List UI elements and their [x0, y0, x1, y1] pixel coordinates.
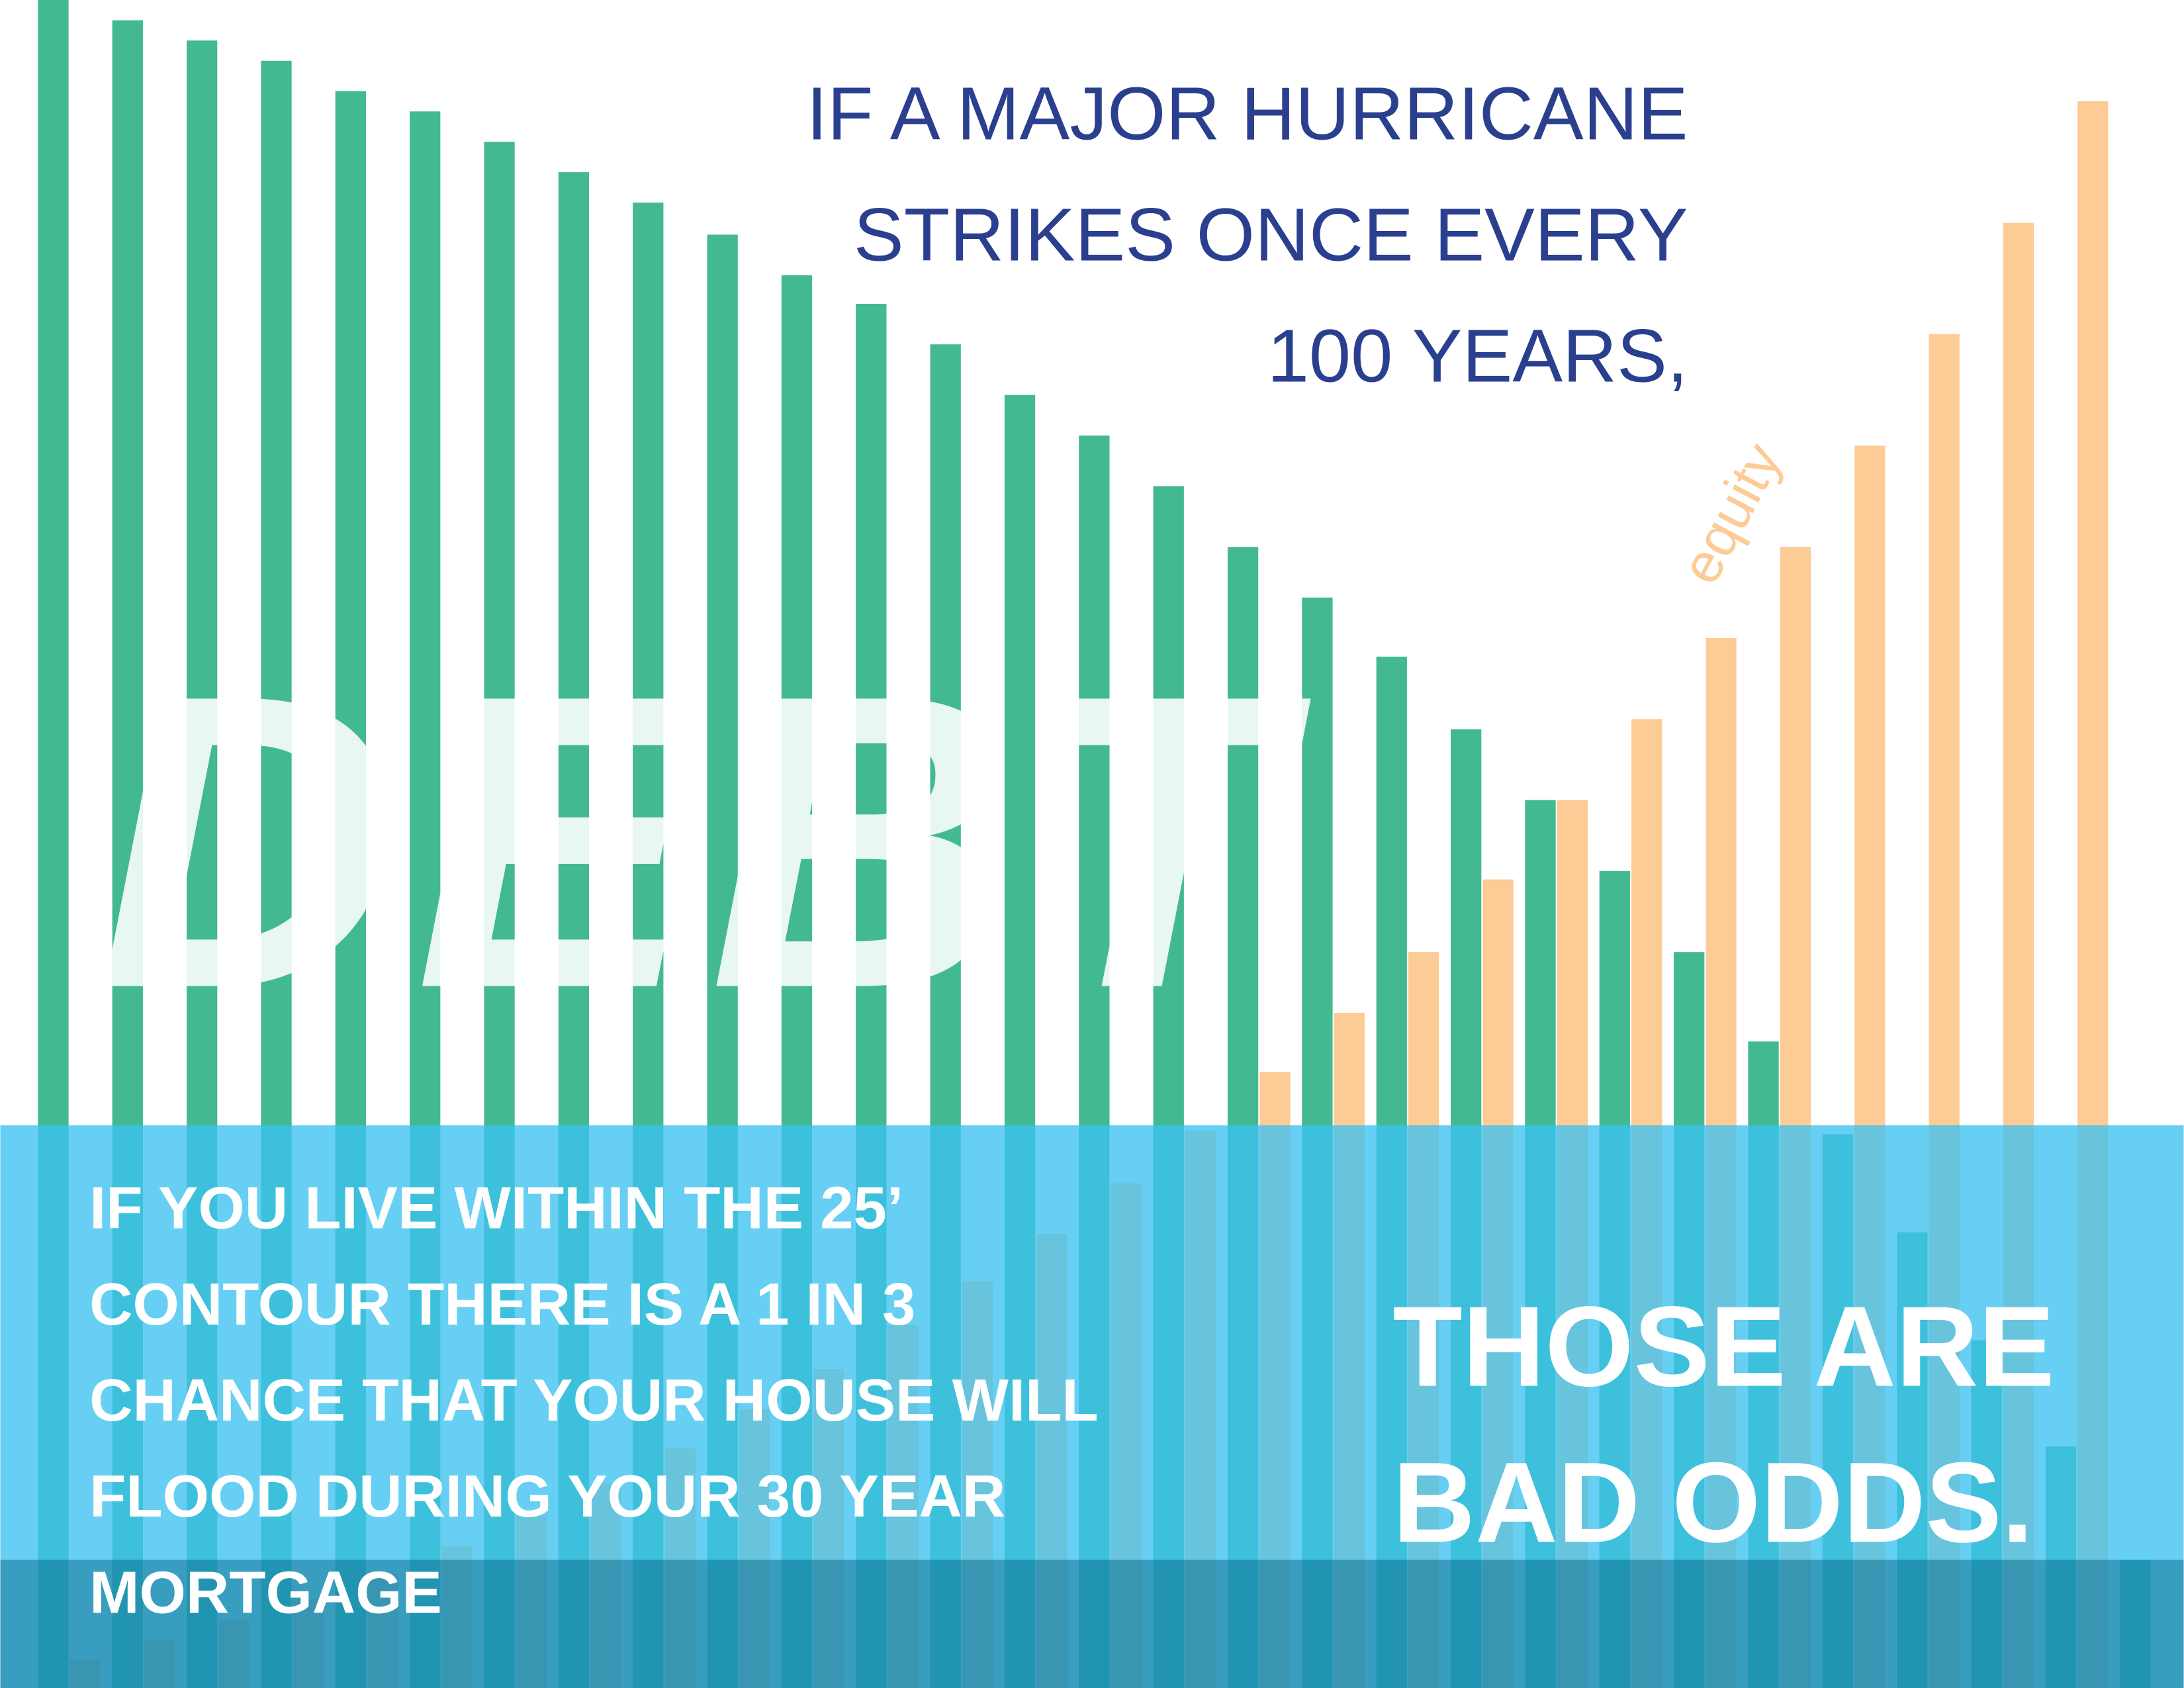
equity-label: equity: [1668, 433, 1793, 593]
note-line: FLOOD DURING YOUR 30 YEAR: [89, 1463, 1005, 1530]
headline-line: STRIKES ONCE EVERY: [854, 193, 1688, 277]
note-line: MORTGAGE: [89, 1559, 442, 1626]
headline-line: 100 YEARS,: [1267, 314, 1688, 398]
note-line: CONTOUR THERE IS A 1 IN 3: [89, 1271, 915, 1338]
conclusion-line: BAD ODDS.: [1392, 1438, 2033, 1566]
debt-label: DEBT: [98, 608, 1314, 1075]
headline-line: IF A MAJOR HURRICANE: [807, 71, 1688, 156]
note-line: IF YOU LIVE WITHIN THE 25’: [89, 1175, 903, 1242]
texts: IF A MAJOR HURRICANE STRIKES ONCE EVERY 10…: [89, 71, 2054, 1626]
note-line: CHANCE THAT YOUR HOUSE WILL: [89, 1367, 1099, 1434]
flood-water: [0, 1125, 2184, 1688]
conclusion-line: THOSE ARE: [1392, 1282, 2054, 1410]
deep-water: [0, 1560, 2184, 1688]
